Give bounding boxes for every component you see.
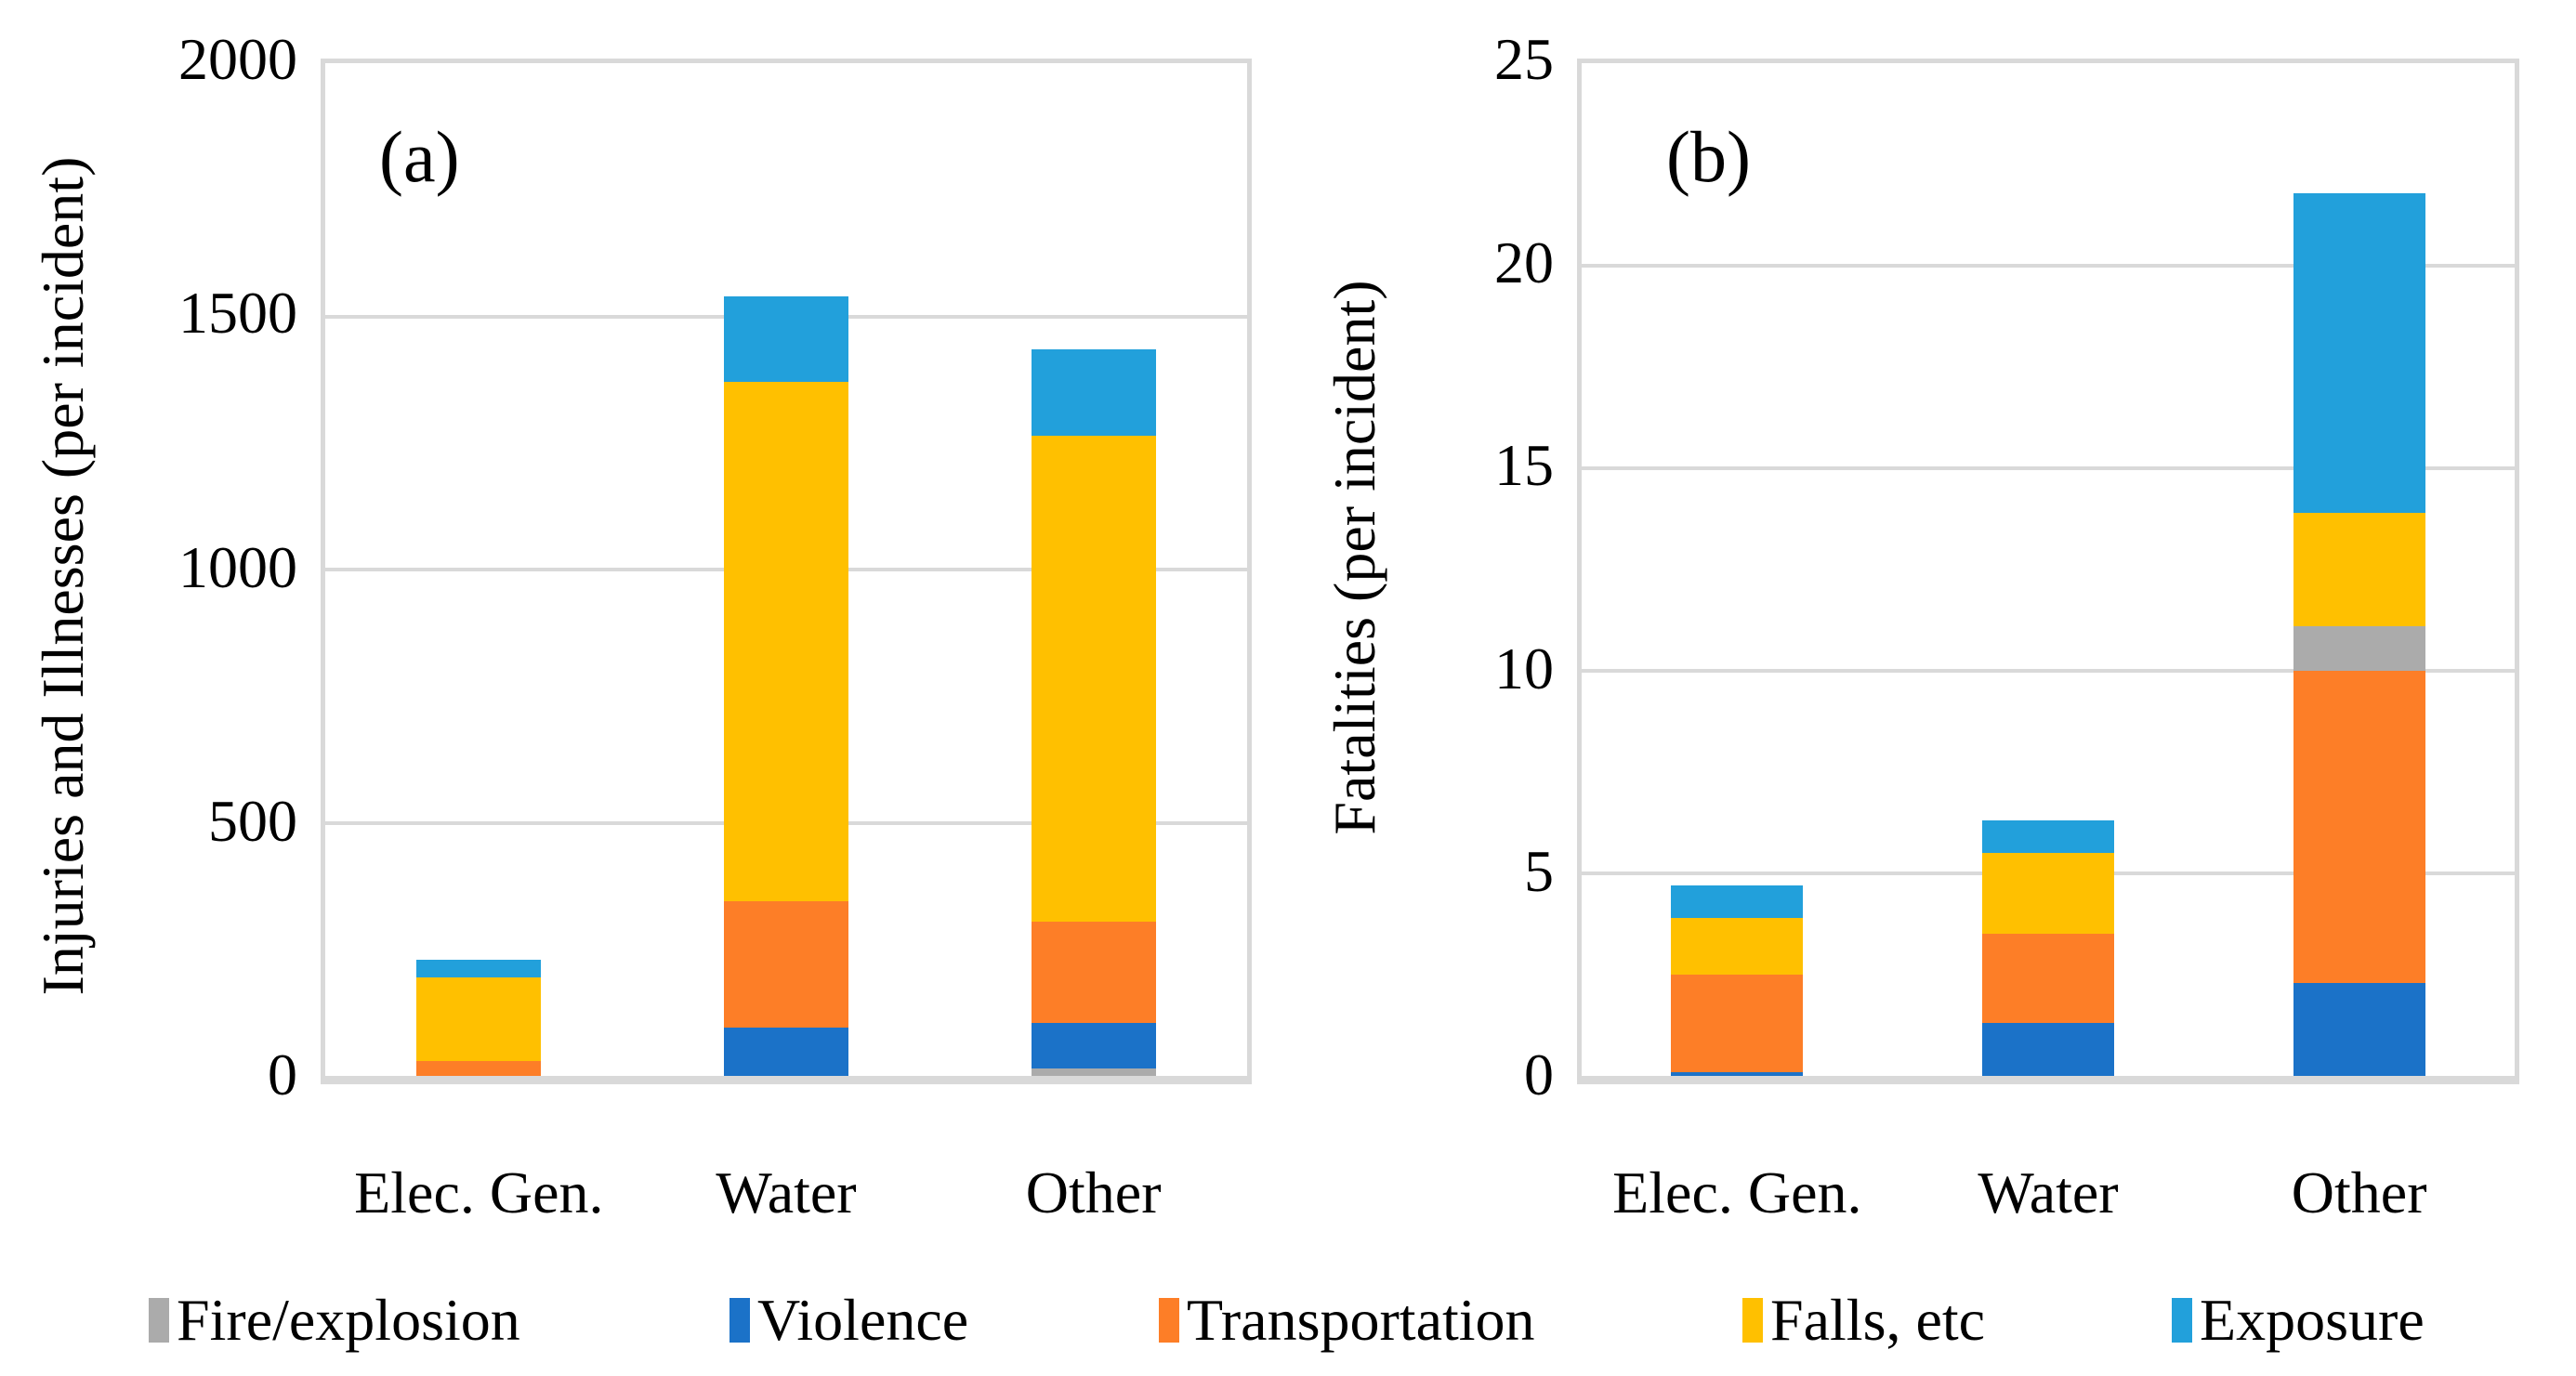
legend-swatch-exposure [2172, 1298, 2192, 1343]
legend-swatch-transportation [1159, 1298, 1179, 1343]
bar-segment-water-exposure [1982, 820, 2114, 854]
legend-swatch-fire [149, 1298, 169, 1343]
category-label-water: Water [716, 1160, 857, 1225]
y-tick-label-20: 20 [1494, 229, 1554, 295]
category-label-elec-gen-: Elec. Gen. [354, 1160, 604, 1225]
y-tick-label-1000: 1000 [178, 533, 297, 600]
gridline-y-15 [1582, 466, 2515, 470]
bar-segment-other-falls [2293, 512, 2425, 627]
y-tick-label-15: 15 [1494, 432, 1554, 499]
category-label-elec-gen-: Elec. Gen. [1612, 1160, 1862, 1225]
bar-segment-water-transportation [724, 900, 848, 1029]
bar-segment-water-falls [724, 382, 848, 901]
category-label-other: Other [2291, 1160, 2427, 1225]
bar-segment-other-violence [2293, 982, 2425, 1076]
bar-segment-other-fire [2293, 626, 2425, 671]
bar-segment-other-falls [1031, 435, 1156, 922]
legend-label-exposure: Exposure [2200, 1287, 2425, 1353]
y-tick-label-0: 0 [268, 1042, 297, 1107]
y-tick-label-10: 10 [1494, 635, 1554, 701]
legend-label-violence: Violence [757, 1287, 969, 1353]
legend: Fire/explosion Violence Transportation Fall… [0, 1290, 2576, 1355]
chart-b-plot-area [1577, 59, 2519, 1084]
bar-segment-other-exposure [1031, 348, 1156, 436]
y-tick-label-500: 500 [208, 787, 297, 854]
bar-segment-elec-gen--exposure [416, 959, 542, 977]
bar-segment-water-violence [724, 1028, 848, 1076]
y-tick-label-0: 0 [1524, 1042, 1554, 1107]
chart-b-panel-label: (b) [1666, 116, 1751, 197]
legend-label-transportation: Transportation [1187, 1287, 1535, 1353]
gridline-y-20 [1582, 264, 2515, 268]
bar-segment-water-exposure [724, 295, 848, 383]
chart-a-plot-area [321, 59, 1252, 1084]
y-tick-label-5: 5 [1524, 838, 1554, 905]
legend-item-fire: Fire/explosion [149, 1290, 520, 1351]
bar-segment-elec-gen--exposure [1671, 885, 1804, 918]
bar-segment-water-falls [1982, 853, 2114, 935]
bar-segment-elec-gen--falls [1671, 917, 1804, 975]
category-label-other: Other [1025, 1160, 1162, 1225]
bar-segment-other-exposure [2293, 192, 2425, 513]
chart-a-panel-label: (a) [379, 116, 460, 197]
y-tick-label-2000: 2000 [178, 26, 297, 92]
bar-segment-other-transportation [2293, 671, 2425, 983]
legend-item-violence: Violence [729, 1290, 968, 1351]
category-label-water: Water [1978, 1160, 2119, 1225]
gridline-y-10 [1582, 669, 2515, 673]
legend-label-falls: Falls, etc [1770, 1287, 1986, 1353]
bar-segment-elec-gen--violence [1671, 1071, 1804, 1076]
legend-item-exposure: Exposure [2172, 1290, 2425, 1351]
legend-label-fire: Fire/explosion [177, 1287, 520, 1353]
bar-segment-water-violence [1982, 1023, 2114, 1076]
legend-item-falls: Falls, etc [1742, 1290, 1985, 1351]
bar-segment-elec-gen--transportation [416, 1060, 542, 1076]
bar-segment-other-transportation [1031, 921, 1156, 1023]
y-tick-label-25: 25 [1494, 26, 1554, 92]
y-tick-label-1500: 1500 [178, 280, 297, 347]
legend-swatch-violence [729, 1298, 750, 1343]
legend-swatch-falls [1742, 1298, 1763, 1343]
bar-segment-elec-gen--transportation [1671, 975, 1804, 1072]
bar-segment-other-violence [1031, 1022, 1156, 1068]
bar-segment-water-transportation [1982, 934, 2114, 1024]
legend-item-transportation: Transportation [1159, 1290, 1535, 1351]
chart-b-y-axis-title: Fatalities (per incident) [1321, 280, 1387, 835]
bar-segment-elec-gen--falls [416, 976, 542, 1061]
bar-segment-other-fire [1031, 1068, 1156, 1076]
